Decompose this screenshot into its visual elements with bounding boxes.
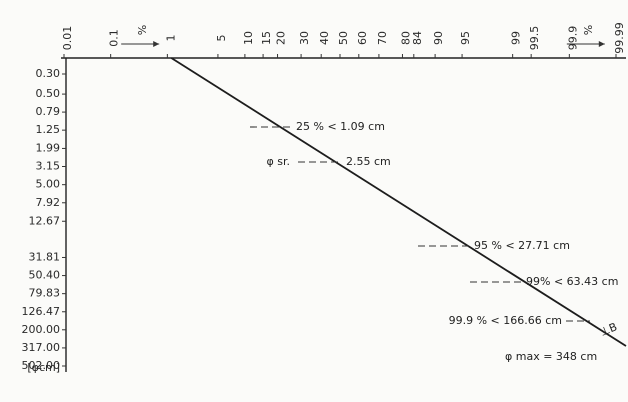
y-tick-label: 79.83 [29, 287, 61, 300]
y-tick-label: 200.00 [22, 323, 61, 336]
axes [61, 57, 626, 372]
x-tick-label: 10 [242, 31, 255, 45]
x-tick-label: 99.5 [528, 26, 541, 51]
x-tick-label: 99.9 [566, 26, 579, 51]
x-tick-label: 20 [275, 31, 288, 45]
x-tick-label: 0.1 [108, 29, 121, 47]
annotation-label: φ max = 348 cm [505, 350, 597, 363]
y-tick-group: 0.30 0.50 0.79 1.25 1.99 3.15 5.00 7.92 12.67 31.… [22, 67, 66, 374]
y-tick-label: 7.92 [36, 196, 61, 209]
annotation-label: φ sr. [267, 155, 291, 168]
annotation-label: 99% < 63.43 cm [526, 275, 618, 288]
y-tick-label: 5.00 [36, 178, 61, 191]
series-line [170, 57, 627, 347]
x-tick-label: 1 [164, 35, 177, 42]
y-tick-label: 502.00 [22, 359, 61, 372]
x-tick-label: 5 [215, 35, 228, 42]
y-tick-label: 31.81 [29, 250, 61, 263]
unit-arrow-icon [598, 41, 605, 47]
y-tick-label: 0.30 [36, 67, 61, 80]
y-tick-label: 1.99 [36, 141, 61, 154]
y-tick-label: 0.50 [36, 87, 61, 100]
series-group: ⊥B [170, 57, 627, 347]
y-tick-label: 50.40 [29, 269, 61, 282]
x-tick-label: 99.99 [613, 22, 626, 54]
y-axis-title: [φcm] [27, 361, 60, 374]
x-tick-label: 30 [298, 31, 311, 45]
annotation-group: 25 % < 1.09 cm φ sr. 2.55 cm 95 % < 27.71 c… [250, 120, 618, 363]
x-tick-label: 90 [432, 31, 445, 45]
x-tick-label: 95 [459, 31, 472, 45]
y-tick-label: 317.00 [22, 341, 61, 354]
y-tick-label: 0.79 [36, 105, 61, 118]
x-tick-label: 50 [337, 31, 350, 45]
x-tick-label: 70 [376, 31, 389, 45]
y-tick-label: 126.47 [22, 305, 61, 318]
annotation-label: 2.55 cm [346, 155, 391, 168]
annotation-label: 99.9 % < 166.66 cm [449, 314, 562, 327]
x-tick-label: 0.01 [61, 26, 74, 51]
y-tick-label: 12.67 [29, 214, 61, 227]
x-tick-label: 60 [356, 31, 369, 45]
y-tick-label: 3.15 [36, 160, 61, 173]
annotation-label: 95 % < 27.71 cm [474, 239, 570, 252]
x-unit-label: % [582, 25, 595, 35]
annotation-label: 25 % < 1.09 cm [296, 120, 385, 133]
y-tick-label: 1.25 [36, 123, 61, 136]
x-tick-label: 40 [318, 31, 331, 45]
x-tick-label: 84 [411, 31, 424, 45]
x-tick-label: 99 [510, 31, 523, 45]
x-tick-label: 15 [260, 31, 273, 45]
x-unit-label: % [136, 25, 149, 35]
series-label: ⊥B [598, 320, 619, 338]
unit-arrow-icon [153, 41, 160, 47]
x-tick-label: 80 [399, 31, 412, 45]
